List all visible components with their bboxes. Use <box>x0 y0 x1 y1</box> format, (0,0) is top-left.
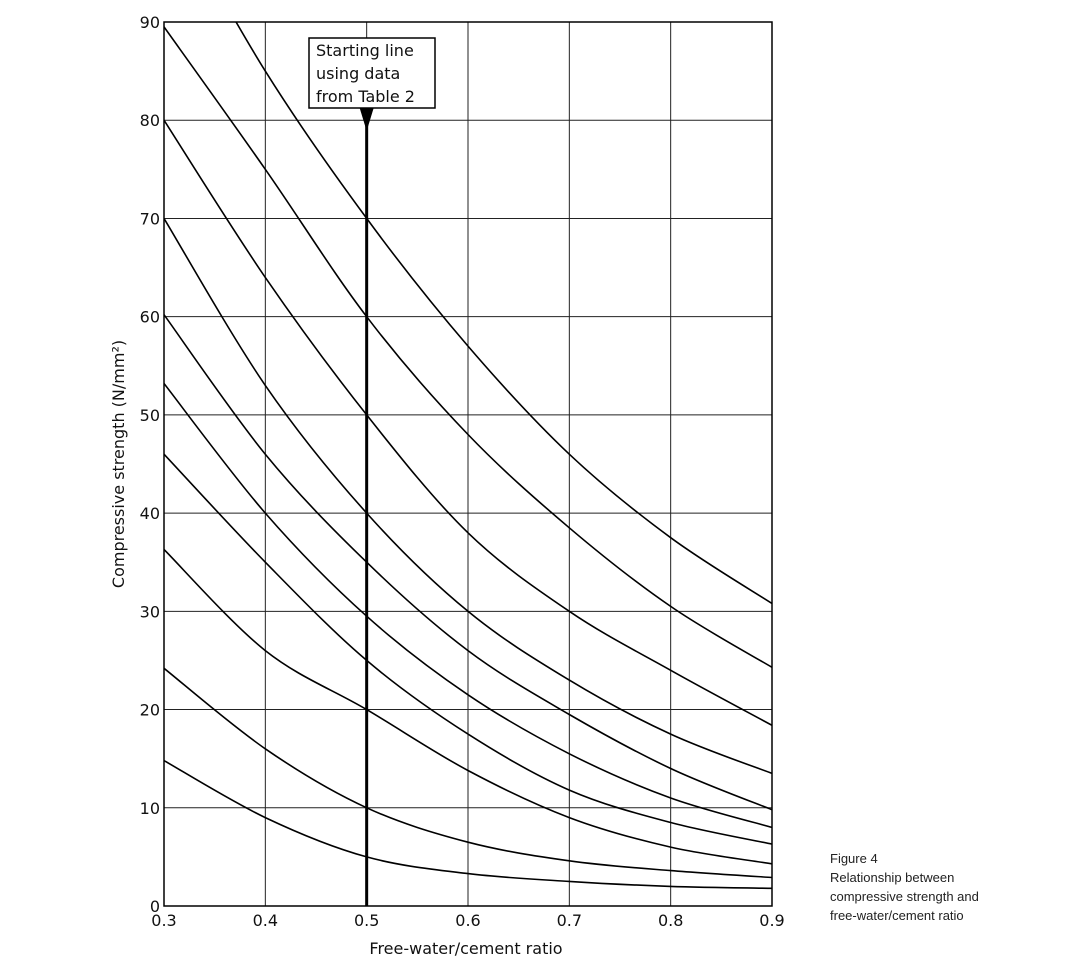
y-tick-label-4: 40 <box>140 504 160 523</box>
x-tick-label-0: 0.3 <box>151 911 176 930</box>
y-tick-label-9: 90 <box>140 13 160 32</box>
figure-label: Figure 4 <box>830 851 878 866</box>
figure-caption: Figure 4 Relationship between compressiv… <box>830 849 1050 925</box>
y-tick-label-3: 30 <box>140 602 160 621</box>
y-tick-label-0: 0 <box>150 897 160 916</box>
y-tick-label-2: 20 <box>140 701 160 720</box>
x-tick-label-5: 0.8 <box>658 911 683 930</box>
series-curve-7 <box>164 217 772 775</box>
y-tick-label-5: 50 <box>140 406 160 425</box>
tick-labels: 0.3 0.4 0.5 0.6 0.7 0.8 0.9 0 10 20 30 40 50 60 70 80 90 <box>140 13 785 930</box>
series-curve-6 <box>164 314 772 811</box>
x-axis-title: Free-water/cement ratio <box>369 939 562 958</box>
y-axis-title: Compressive strength (N/mm²) <box>109 340 128 588</box>
x-tick-label-4: 0.7 <box>557 911 582 930</box>
annotation-box <box>308 37 436 109</box>
annotation-line-3: from Table 2 <box>316 87 415 106</box>
y-tick-label-1: 10 <box>140 799 160 818</box>
x-tick-label-3: 0.6 <box>455 911 480 930</box>
caption-line-2: compressive strength and <box>830 889 979 904</box>
caption-line-3: free-water/cement ratio <box>830 908 964 923</box>
y-tick-label-7: 70 <box>140 209 160 228</box>
y-tick-label-6: 60 <box>140 308 160 327</box>
annotation-line-1: Starting line <box>316 41 414 60</box>
series-curve-4 <box>164 453 772 845</box>
y-tick-label-8: 80 <box>140 111 160 130</box>
series-curve-8 <box>164 119 772 727</box>
series-curve-5 <box>164 383 772 829</box>
series-curve-1 <box>164 759 772 890</box>
series-curve-10 <box>235 22 772 605</box>
series-curves <box>164 22 772 890</box>
starting-line-arrow <box>359 108 374 131</box>
annotation-line-2: using data <box>316 64 400 83</box>
x-tick-label-2: 0.5 <box>354 911 379 930</box>
series-curve-3 <box>164 548 772 865</box>
x-tick-label-1: 0.4 <box>253 911 278 930</box>
series-curve-2 <box>164 667 772 879</box>
series-curve-9 <box>164 26 772 668</box>
plot-frame <box>163 21 773 907</box>
caption-line-1: Relationship between <box>830 870 955 885</box>
x-tick-label-6: 0.9 <box>759 911 784 930</box>
